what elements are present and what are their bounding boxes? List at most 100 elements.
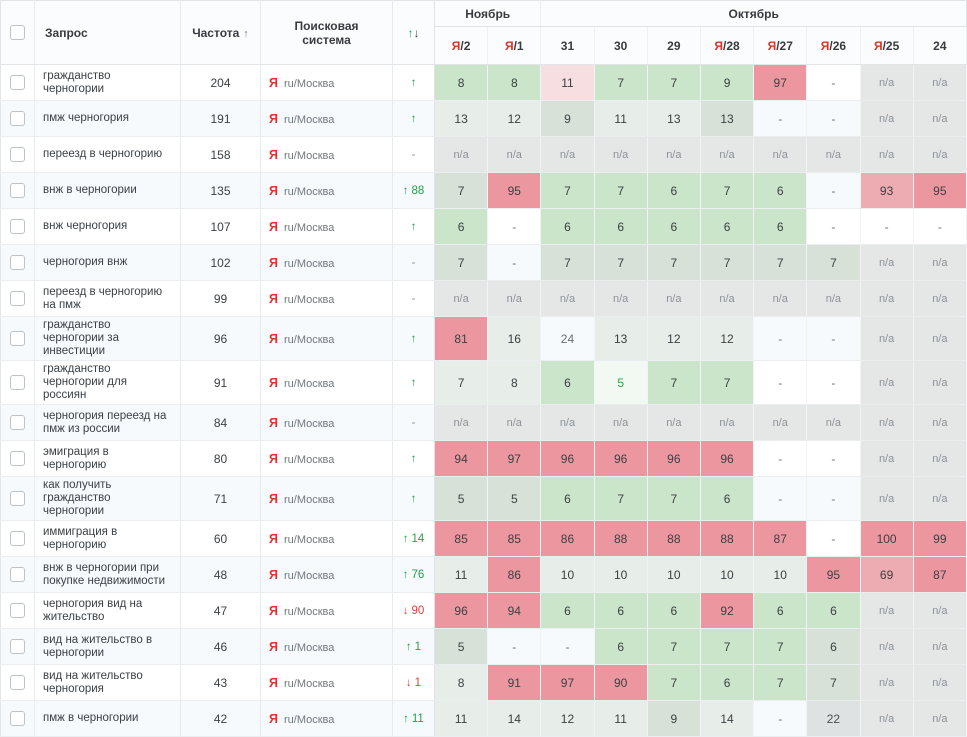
position-cell: -	[487, 628, 542, 665]
row-checkbox[interactable]	[10, 146, 25, 162]
change-cell: ↑ 76	[392, 556, 435, 593]
row-checkbox[interactable]	[10, 710, 25, 726]
position-cell: 6	[540, 476, 595, 521]
position-cell: 94	[434, 440, 489, 477]
row-checkbox-cell	[0, 664, 35, 701]
query-cell[interactable]: как получить гражданство черногории	[34, 476, 181, 521]
position-cell: 7	[700, 360, 755, 405]
change-cell: ↓ 1	[392, 664, 435, 701]
position-cell: 7	[700, 172, 755, 209]
position-cell: 11	[540, 64, 595, 101]
position-cell: -	[860, 208, 914, 245]
row-checkbox[interactable]	[10, 330, 25, 346]
position-cell: 5	[434, 476, 489, 521]
date-column-header[interactable]: Я/25	[860, 26, 914, 65]
position-cell: n/a	[860, 664, 914, 701]
yandex-icon: Я	[269, 331, 278, 346]
row-checkbox[interactable]	[10, 638, 25, 654]
position-cell: -	[806, 208, 861, 245]
change-column-header[interactable]: ↑↓	[392, 0, 435, 65]
position-cell: 6	[647, 592, 701, 629]
search-engine-region-label: ru/Москва	[283, 377, 335, 390]
frequency-cell: 158	[180, 136, 261, 173]
query-cell[interactable]: черногория внж	[34, 244, 181, 281]
select-all-checkbox[interactable]	[10, 25, 25, 41]
query-cell[interactable]: пмж черногория	[34, 100, 181, 137]
query-cell[interactable]: внж в черногории при покупке недвижимост…	[34, 556, 181, 593]
position-cell: -	[806, 520, 861, 557]
date-column-header[interactable]: Я/26	[806, 26, 861, 65]
row-checkbox[interactable]	[10, 414, 25, 430]
row-checkbox[interactable]	[10, 290, 25, 306]
date-column-header[interactable]: Я/28	[700, 26, 755, 65]
query-cell[interactable]: вид на жительство в черногории	[34, 628, 181, 665]
yandex-update-icon: Я	[714, 38, 723, 53]
row-checkbox[interactable]	[10, 674, 25, 690]
query-cell[interactable]: черногория вид на жительство	[34, 592, 181, 629]
row-checkbox[interactable]	[10, 602, 25, 618]
row-checkbox[interactable]	[10, 74, 25, 90]
date-column-header[interactable]: 29	[647, 26, 701, 65]
position-cell: 5	[487, 476, 542, 521]
query-cell[interactable]: переезд в черногорию на пмж	[34, 280, 181, 317]
query-cell[interactable]: внж в черногории	[34, 172, 181, 209]
row-checkbox[interactable]	[10, 182, 25, 198]
position-cell: n/a	[860, 592, 914, 629]
row-checkbox[interactable]	[10, 530, 25, 546]
frequency-cell: 48	[180, 556, 261, 593]
position-cell: n/a	[434, 404, 489, 441]
row-checkbox[interactable]	[10, 450, 25, 466]
row-checkbox-cell	[0, 476, 35, 521]
position-cell: 6	[434, 208, 489, 245]
position-cell: 7	[806, 664, 861, 701]
query-cell[interactable]: гражданство черногории для россиян	[34, 360, 181, 405]
yandex-icon: Я	[269, 75, 278, 90]
row-checkbox[interactable]	[10, 566, 25, 582]
position-cell: 7	[594, 476, 648, 521]
position-cell: 6	[806, 592, 861, 629]
position-cell: n/a	[860, 316, 914, 361]
position-cell: 87	[913, 556, 967, 593]
query-cell[interactable]: эмиграция в черногорию	[34, 440, 181, 477]
row-checkbox[interactable]	[10, 254, 25, 270]
date-column-header[interactable]: Я/2	[434, 26, 489, 65]
position-cell: 100	[860, 520, 914, 557]
arrow-up-icon: ↑	[410, 112, 417, 125]
position-cell: n/a	[860, 700, 914, 737]
search-engine-column-header: Поисковая система	[260, 0, 393, 65]
query-cell[interactable]: черногория переезд на пмж из россии	[34, 404, 181, 441]
date-column-header[interactable]: Я/1	[487, 26, 542, 65]
query-cell[interactable]: переезд в черногорию	[34, 136, 181, 173]
row-checkbox-cell	[0, 556, 35, 593]
position-cell: 9	[540, 100, 595, 137]
row-checkbox[interactable]	[10, 218, 25, 234]
date-column-header[interactable]: 31	[540, 26, 595, 65]
query-cell[interactable]: гражданство черногории	[34, 64, 181, 101]
position-cell: n/a	[753, 136, 808, 173]
position-cell: 7	[700, 244, 755, 281]
query-cell[interactable]: внж черногория	[34, 208, 181, 245]
date-column-header[interactable]: 30	[594, 26, 648, 65]
frequency-column-header[interactable]: Частота ↑	[180, 0, 261, 65]
position-cell: 16	[487, 316, 542, 361]
query-column-header[interactable]: Запрос	[34, 0, 181, 65]
row-checkbox[interactable]	[10, 490, 25, 506]
date-column-header[interactable]: Я/27	[753, 26, 808, 65]
query-cell[interactable]: вид на жительство черногория	[34, 664, 181, 701]
query-cell[interactable]: иммиграция в черногорию	[34, 520, 181, 557]
position-cell: n/a	[913, 64, 967, 101]
position-cell: 8	[434, 64, 489, 101]
date-column-header[interactable]: 24	[913, 26, 967, 65]
row-checkbox[interactable]	[10, 110, 25, 126]
query-cell[interactable]: пмж в черногории	[34, 700, 181, 737]
position-cell: n/a	[540, 404, 595, 441]
yandex-icon: Я	[269, 531, 278, 546]
position-cell: 10	[753, 556, 808, 593]
query-cell[interactable]: гражданство черногории за инвестиции	[34, 316, 181, 361]
row-checkbox[interactable]	[10, 374, 25, 390]
